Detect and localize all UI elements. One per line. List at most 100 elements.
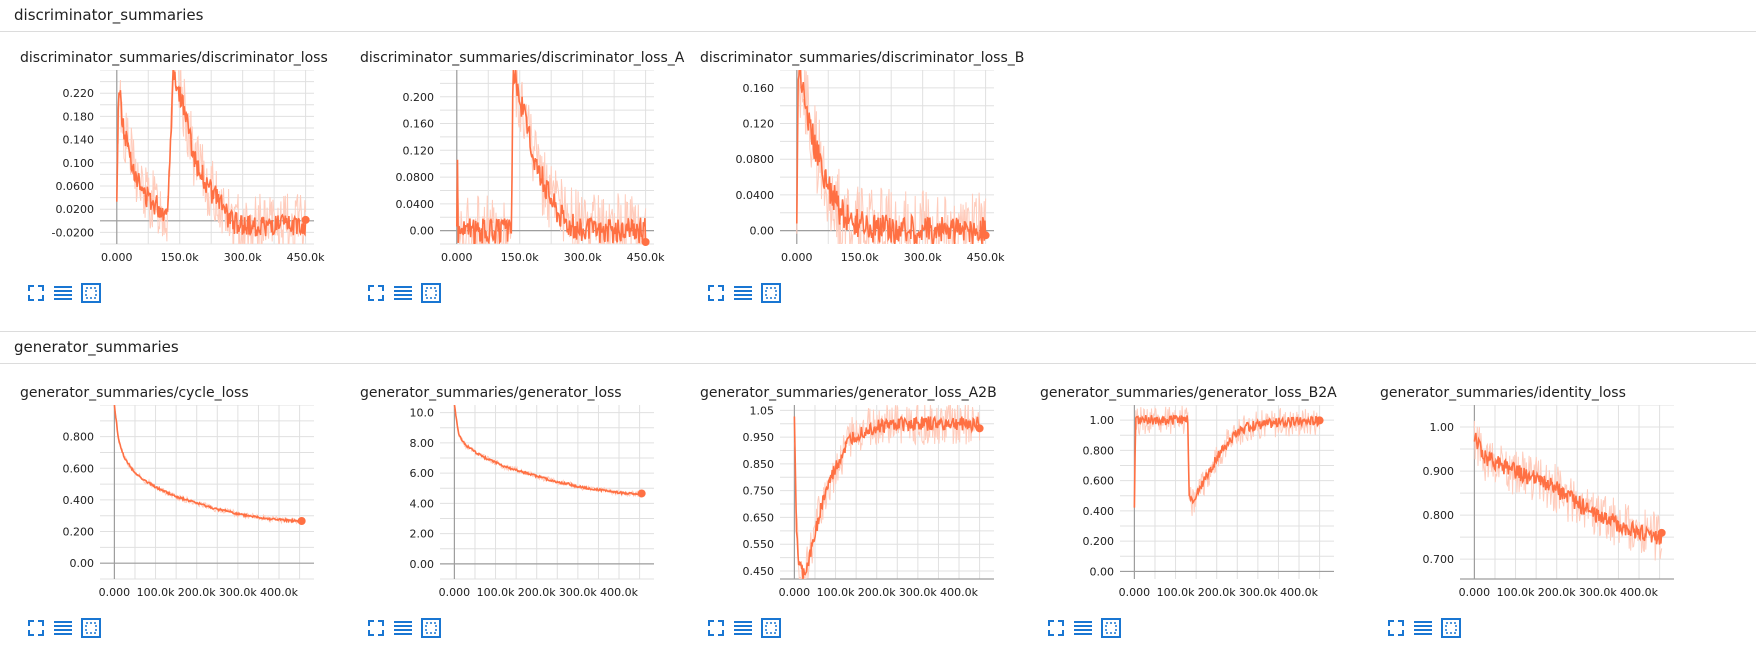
fit-domain-button[interactable] — [80, 282, 104, 304]
chart-plot[interactable]: 0.00 0.200 0.400 0.600 0.800 0.000 100.0k 200.0… — [0, 405, 336, 601]
log-scale-lines-button[interactable] — [392, 617, 416, 639]
expand-button[interactable] — [365, 617, 389, 639]
log-scale-lines-button[interactable] — [52, 617, 76, 639]
fit-domain-button[interactable] — [1440, 617, 1464, 639]
expand-button[interactable] — [1045, 617, 1069, 639]
chart-plot[interactable]: -0.0200 0.0200 0.0600 0.100 0.140 0.180 0.220 0… — [0, 70, 336, 266]
x-tick-label: 100.0k — [1157, 586, 1195, 599]
chart-plot[interactable]: 0.00 0.200 0.400 0.600 0.800 1.00 0.000 100.0k 2… — [1020, 405, 1356, 601]
log-scale-lines-icon — [734, 286, 752, 300]
chart-plot[interactable]: 0.450 0.550 0.650 0.750 0.850 0.950 1.05 0.000 1… — [680, 405, 1016, 601]
log-scale-lines-button[interactable] — [52, 282, 76, 304]
series-end-point — [297, 517, 306, 526]
expand-icon — [708, 285, 724, 301]
y-tick-label: 10.0 — [410, 407, 435, 420]
fit-domain-icon — [421, 283, 441, 303]
y-tick-label: 0.00 — [70, 557, 95, 570]
chart-plot[interactable]: 0.00 2.00 4.00 6.00 8.00 10.0 0.000 100.0k 200.0… — [340, 405, 676, 601]
log-scale-lines-button[interactable] — [732, 282, 756, 304]
y-tick-label: 0.00 — [750, 225, 775, 238]
expand-icon — [1048, 620, 1064, 636]
log-scale-lines-button[interactable] — [732, 617, 756, 639]
x-tick-label: 400.0k — [260, 586, 298, 599]
y-tick-label: 0.600 — [63, 462, 95, 475]
fit-domain-icon — [81, 283, 101, 303]
x-tick-label: 100.0k — [1497, 586, 1535, 599]
y-tick-label: 0.100 — [63, 157, 95, 170]
y-tick-label: 0.0400 — [736, 189, 775, 202]
chart-plot[interactable]: 0.700 0.800 0.900 1.00 0.000 100.0k 200.0k 300.… — [1360, 405, 1696, 601]
fit-domain-button[interactable] — [80, 617, 104, 639]
y-tick-label: 0.160 — [403, 118, 435, 131]
series-end-point — [981, 231, 990, 240]
series-end-point — [301, 215, 310, 224]
series-line — [793, 415, 981, 579]
y-tick-label: 0.950 — [743, 431, 775, 444]
expand-icon — [368, 620, 384, 636]
y-tick-label: 0.200 — [63, 526, 95, 539]
expand-icon — [368, 285, 384, 301]
x-tick-label: 0.000 — [439, 586, 471, 599]
chart-card: generator_summaries/generator_loss_A2B 0.… — [680, 385, 1016, 645]
expand-button[interactable] — [25, 282, 49, 304]
fit-domain-icon — [761, 618, 781, 638]
section-title: generator_summaries — [14, 338, 179, 356]
fit-domain-button[interactable] — [760, 617, 784, 639]
expand-button[interactable] — [705, 617, 729, 639]
chart-card: generator_summaries/identity_loss 0.700 0.… — [1360, 385, 1696, 645]
section-header-discriminator[interactable]: discriminator_summaries — [0, 0, 1756, 32]
y-tick-label: 0.700 — [1423, 553, 1455, 566]
chart-plot[interactable]: 0.00 0.0400 0.0800 0.120 0.160 0.200 0.000 150.… — [340, 70, 676, 266]
series-line-raw — [796, 70, 987, 244]
log-scale-lines-icon — [394, 621, 412, 635]
series-line — [796, 70, 987, 244]
chart-plot[interactable]: 0.00 0.0400 0.0800 0.120 0.160 0.000 150.0k 300… — [680, 70, 1016, 266]
y-tick-label: 0.00 — [410, 558, 435, 571]
series-line-raw — [1133, 405, 1321, 516]
y-tick-label: 4.00 — [410, 497, 435, 510]
log-scale-lines-button[interactable] — [392, 282, 416, 304]
y-tick-label: 0.800 — [1423, 509, 1455, 522]
x-tick-label: 150.0k — [841, 251, 879, 264]
x-tick-label: 300.0k — [899, 586, 937, 599]
section-header-generator[interactable]: generator_summaries — [0, 331, 1756, 364]
y-tick-label: 1.00 — [1430, 421, 1455, 434]
y-tick-label: 0.600 — [1083, 475, 1115, 488]
series-line — [456, 70, 647, 244]
fit-domain-button[interactable] — [760, 282, 784, 304]
y-tick-label: 0.0600 — [56, 180, 95, 193]
chart-title: discriminator_summaries/discriminator_lo… — [700, 50, 1025, 66]
expand-button[interactable] — [25, 617, 49, 639]
x-tick-label: 400.0k — [1620, 586, 1658, 599]
x-tick-label: 0.000 — [99, 586, 131, 599]
x-tick-label: 200.0k — [178, 586, 216, 599]
log-scale-lines-icon — [1074, 621, 1092, 635]
fit-domain-button[interactable] — [420, 617, 444, 639]
fit-domain-icon — [421, 618, 441, 638]
x-tick-label: 450.0k — [287, 251, 325, 264]
y-tick-label: 0.400 — [63, 494, 95, 507]
y-tick-label: 0.800 — [63, 431, 95, 444]
chart-card: generator_summaries/cycle_loss 0.00 0.200 0… — [0, 385, 336, 645]
chart-card: discriminator_summaries/discriminator_lo… — [340, 50, 684, 310]
x-tick-label: 300.0k — [219, 586, 257, 599]
x-tick-label: 450.0k — [627, 251, 665, 264]
fit-domain-button[interactable] — [420, 282, 444, 304]
log-scale-lines-button[interactable] — [1072, 617, 1096, 639]
log-scale-lines-button[interactable] — [1412, 617, 1436, 639]
chart-card: generator_summaries/generator_loss_B2A 0.… — [1020, 385, 1356, 645]
expand-button[interactable] — [365, 282, 389, 304]
x-tick-label: 400.0k — [1280, 586, 1318, 599]
expand-icon — [28, 620, 44, 636]
series-line-raw — [456, 70, 647, 244]
expand-button[interactable] — [705, 282, 729, 304]
expand-button[interactable] — [1385, 617, 1409, 639]
fit-domain-button[interactable] — [1100, 617, 1124, 639]
x-tick-label: 300.0k — [1239, 586, 1277, 599]
log-scale-lines-icon — [734, 621, 752, 635]
y-tick-label: 0.750 — [743, 485, 775, 498]
y-tick-label: 0.160 — [743, 82, 775, 95]
expand-icon — [708, 620, 724, 636]
log-scale-lines-icon — [1414, 621, 1432, 635]
chart-title: generator_summaries/generator_loss_B2A — [1040, 385, 1337, 401]
